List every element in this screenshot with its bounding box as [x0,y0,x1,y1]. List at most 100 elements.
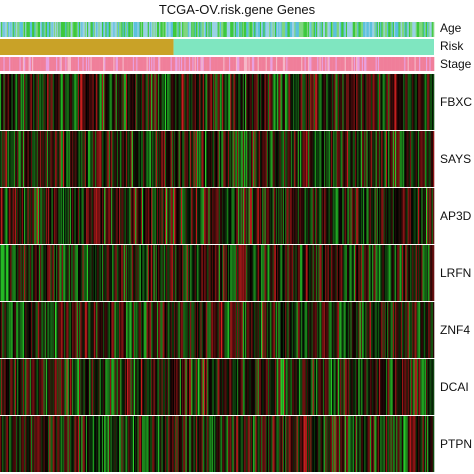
heat-cell-ZNF4 [12,302,15,358]
heat-cell-DCAI [212,359,215,415]
heat-cell-LRFN [77,245,80,301]
heat-cell-ZNF4 [230,302,232,358]
heat-cell-AP3D [12,188,15,244]
heat-cell-FBXC [182,74,184,130]
stage-cell [327,57,329,71]
stage-cell [184,57,186,71]
heat-cell-PTPN [109,416,112,472]
age-cell [66,22,68,37]
heat-cell-DCAI [232,359,234,415]
heat-cell-AP3D [41,188,43,244]
stage-cell [364,57,366,71]
age-cell [146,22,149,37]
heat-cell-LRFN [83,245,86,301]
heat-cell-FBXC [432,74,435,130]
heat-cell-FBXC [95,74,97,130]
stage-cell [16,57,18,71]
heat-cell-PTPN [80,416,82,472]
heat-cell-FBXC [232,74,234,130]
age-cell [81,22,83,37]
heat-cell-SAYS [385,131,388,187]
heat-cell-AP3D [206,188,208,244]
age-cell [17,22,19,37]
heat-cell-LRFN [25,245,27,301]
heat-cell-ZNF4 [388,302,390,358]
stage-cell [188,57,191,71]
age-cell [224,22,226,37]
heat-cell-DCAI [424,359,427,415]
heat-cell-DCAI [324,359,326,415]
heat-cell-AP3D [76,188,79,244]
heat-cell-ZNF4 [313,302,316,358]
heat-cell-ZNF4 [45,302,48,358]
heat-cell-LRFN [190,245,192,301]
heat-cell-SAYS [207,131,209,187]
heat-cell-SAYS [393,131,396,187]
heat-cell-LRFN [175,245,177,301]
heat-cell-FBXC [375,74,378,130]
heat-cell-ZNF4 [58,302,60,358]
heat-cell-AP3D [294,188,296,244]
heat-cell-DCAI [306,359,309,415]
heat-cell-AP3D [332,188,334,244]
age-cell [67,22,70,37]
heat-cell-AP3D [140,188,143,244]
chart-title: TCGA-OV.risk.gene Genes [158,2,316,17]
stage-cell [248,57,250,71]
heat-cell-PTPN [238,416,240,472]
stage-cell [223,57,225,71]
age-cell [155,22,158,37]
heat-cell-AP3D [384,188,387,244]
heat-cell-FBXC [393,74,396,130]
heat-cell-PTPN [288,416,291,472]
heat-cell-AP3D [195,188,198,244]
heat-cell-FBXC [137,74,139,130]
heat-cell-FBXC [119,74,121,130]
heat-cell-AP3D [261,188,263,244]
heat-cell-AP3D [432,188,435,244]
heat-cell-AP3D [203,188,206,244]
heat-cell-PTPN [396,416,398,472]
heat-cell-DCAI [358,359,360,415]
heat-cell-FBXC [98,74,100,130]
heat-cell-SAYS [101,131,104,187]
heat-cell-AP3D [424,188,427,244]
age-cell [40,22,42,37]
stage-cell [155,57,158,71]
stage-cell [119,57,121,71]
heat-cell-SAYS [387,131,389,187]
heat-cell-SAYS [192,131,194,187]
heat-cell-DCAI [328,359,331,415]
heat-cell-FBXC [248,74,250,130]
heat-cell-ZNF4 [290,302,293,358]
age-cell [36,22,39,37]
heat-cell-ZNF4 [258,302,261,358]
stage-cell [383,57,386,71]
heat-cell-PTPN [67,416,70,472]
age-cell [313,22,316,37]
stage-cell [313,57,316,71]
heat-cell-ZNF4 [178,302,181,358]
heat-cell-DCAI [186,359,189,415]
age-cell [168,22,170,37]
heat-cell-PTPN [405,416,407,472]
stage-cell [97,57,99,71]
heat-cell-SAYS [166,131,168,187]
stage-cell [427,57,429,71]
heat-cell-FBXC [251,74,254,130]
heat-cell-SAYS [119,131,121,187]
age-cell [183,22,185,37]
heat-cell-ZNF4 [232,302,234,358]
heat-cell-PTPN [58,416,60,472]
heat-cell-AP3D [391,188,394,244]
heat-cell-PTPN [251,416,254,472]
heat-cell-DCAI [317,359,319,415]
heat-cell-DCAI [35,359,37,415]
age-cell [245,22,247,37]
heat-cell-LRFN [337,245,340,301]
heat-cell-SAYS [319,131,321,187]
heat-cell-ZNF4 [22,302,25,358]
heat-cell-LRFN [28,245,31,301]
heat-cell-ZNF4 [11,302,13,358]
heat-cell-PTPN [289,416,292,472]
